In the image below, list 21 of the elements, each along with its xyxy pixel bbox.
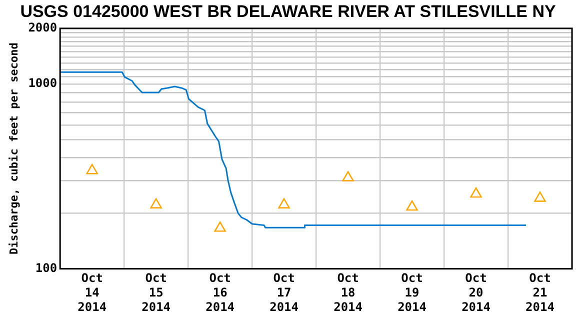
point xyxy=(342,171,354,182)
point xyxy=(534,192,546,202)
x-tick-label: Oct 16 2014 xyxy=(206,271,235,314)
x-tick-label: Oct 19 2014 xyxy=(398,271,426,314)
y-tick-label: 1000 xyxy=(28,76,58,90)
point xyxy=(278,198,290,208)
x-tick-label: Oct 20 2014 xyxy=(462,271,490,314)
point xyxy=(150,198,162,208)
x-tick-label: Oct 21 2014 xyxy=(526,271,554,314)
point xyxy=(214,221,226,232)
y-tick-label: 100 xyxy=(35,260,58,275)
y-axis-title: Discharge, cubic feet per second xyxy=(7,42,20,255)
x-tick-label: Oct 18 2014 xyxy=(334,271,362,314)
point xyxy=(86,164,98,174)
point xyxy=(406,200,418,211)
x-tick-label: Oct 17 2014 xyxy=(270,271,299,314)
y-tick-label: 2000 xyxy=(28,20,58,35)
x-tick-label: Oct 14 2014 xyxy=(78,271,107,314)
point xyxy=(470,187,482,198)
x-tick-label: Oct 15 2014 xyxy=(142,271,171,314)
chart-title: USGS 01425000 WEST BR DELAWARE RIVER AT STILESVILLE NY xyxy=(20,2,556,21)
